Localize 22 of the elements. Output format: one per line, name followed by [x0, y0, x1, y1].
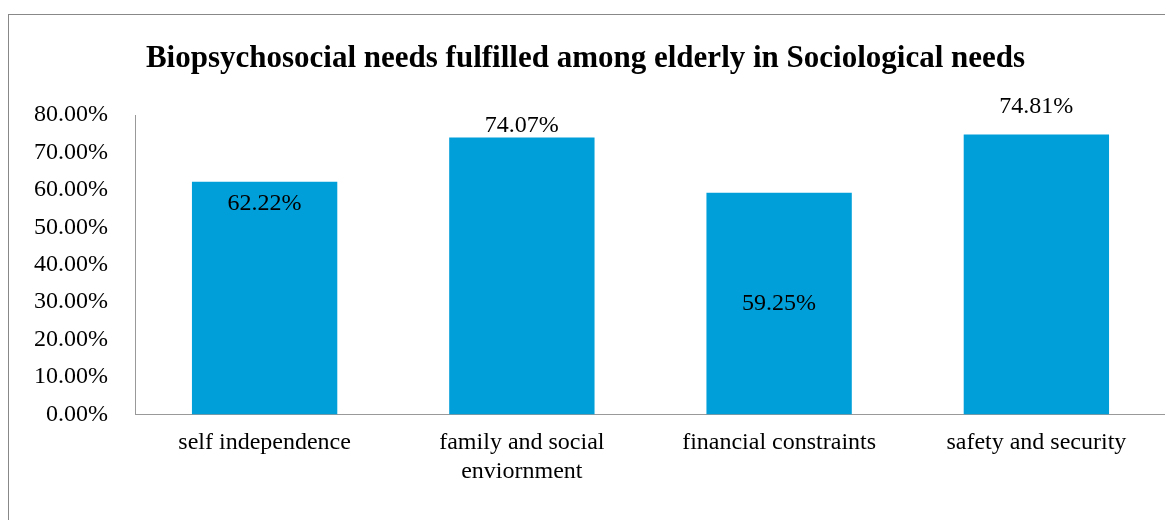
data-label: 74.81%	[999, 91, 1074, 118]
x-tick-label: self independence	[178, 428, 351, 455]
y-tick-label: 0.00%	[45, 399, 108, 426]
data-label: 74.07%	[484, 110, 559, 137]
data-label: 59.25%	[742, 288, 817, 315]
y-tick-label: 60.00%	[33, 175, 108, 202]
y-tick-label: 40.00%	[33, 250, 108, 277]
y-tick-label: 20.00%	[33, 324, 108, 351]
data-label: 62.22%	[227, 188, 302, 215]
y-tick-label: 50.00%	[33, 212, 108, 239]
bar	[449, 137, 595, 415]
y-tick-label: 10.00%	[33, 362, 108, 389]
x-tick-label: safety and security	[946, 428, 1127, 455]
bar	[963, 134, 1110, 415]
bar	[191, 181, 338, 415]
x-tick-label: family and social enviornment	[439, 428, 605, 483]
chart-title: Biopsychosocial needs fulfilled among elderly in Sociological needs	[145, 38, 1026, 74]
y-tick-label: 80.00%	[33, 100, 108, 127]
y-tick-label: 30.00%	[33, 287, 108, 314]
x-tick-label: financial constraints	[682, 428, 877, 455]
y-tick-label: 70.00%	[33, 137, 108, 164]
bar	[706, 192, 852, 415]
